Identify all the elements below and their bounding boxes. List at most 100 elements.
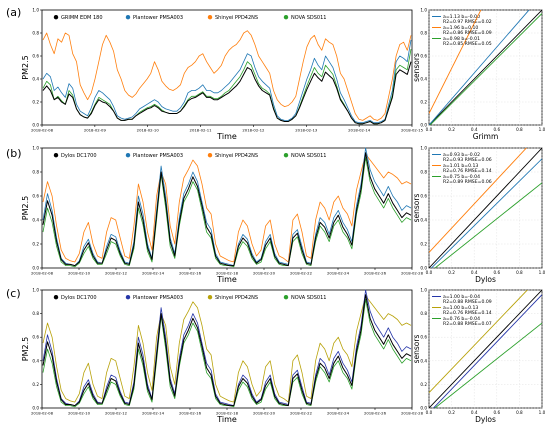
x-axis-label: Dylos [475,275,496,284]
x-tick-label: 2018-02-10 [68,411,91,416]
x-tick-label: 0.6 [493,410,500,415]
y-tick-label: 0.8 [32,170,39,175]
y-axis-label: PM2.5 [21,196,30,220]
x-tick-label: 2018-02-16 [179,411,202,416]
y-tick-label: 0.0 [32,266,39,271]
fit-stats-line: a=0.98 b=-0.01 [443,36,480,42]
y-tick-label: 0.4 [420,358,427,363]
legend-marker [125,295,131,300]
legend-label: NOVA SDS011 [291,15,326,21]
y-tick-label: 0.0 [420,123,427,128]
fit-line [429,10,530,125]
y-tick-label: 0.6 [420,54,427,59]
y-tick-label: 0.8 [420,170,427,175]
x-tick-label: 2018-02-26 [364,271,387,276]
y-tick-label: 0.6 [420,335,427,340]
y-tick-label: 0.0 [420,406,427,411]
y-tick-label: 0.4 [32,77,39,82]
fit-stats-line: R2=0.76 RMSE=0.14 [443,168,492,174]
x-tick-label: 0.6 [493,270,500,275]
legend-marker [53,15,59,20]
x-tick-label: 2018-02-28 [401,271,424,276]
y-tick-label: 0.4 [32,218,39,223]
series-line [42,295,412,403]
legend-marker [53,153,59,158]
x-tick-label: 0.8 [516,127,523,132]
y-tick-label: 0.6 [32,54,39,59]
y-axis-label: PM2.5 [21,55,30,79]
y-axis-label: sensors [412,194,421,223]
x-tick-label: 1.0 [539,410,546,415]
fit-line [434,322,542,408]
fit-line [430,158,542,268]
legend-marker [207,15,213,20]
legend-label: GRIMM EDM 180 [61,15,103,21]
legend-label: Plantower PMSA003 [133,295,183,301]
y-tick-label: 0.6 [420,194,427,199]
series-line [42,39,412,124]
x-tick-label: 0.0 [426,127,433,132]
y-tick-label: 0.8 [32,311,39,316]
series-line [42,152,412,267]
legend-label: NOVA SDS011 [291,295,326,301]
x-tick-label: 1.0 [539,127,546,132]
fit-line [429,10,482,114]
fit-stats-line: R2=0.88 RMSE=0.09 [443,299,492,305]
x-tick-label: 2018-02-18 [216,411,239,416]
x-axis-label: Time [216,132,237,141]
fit-line [434,182,542,268]
x-tick-label: 0.4 [471,127,478,132]
y-tick-label: 0.6 [32,194,39,199]
legend-marker [125,15,131,20]
x-tick-label: 2018-02-20 [253,411,276,416]
fit-line [429,290,528,393]
series-line [42,153,412,263]
x-tick-label: 0.6 [493,127,500,132]
x-tick-label: 2018-02-12 [105,271,128,276]
x-tick-label: 1.0 [539,270,546,275]
y-tick-label: 1.0 [420,288,427,293]
x-tick-label: 2018-02-26 [364,411,387,416]
y-tick-label: 0.4 [32,358,39,363]
fit-stats-line: a=0.76 b=-0.04 [443,316,480,322]
x-tick-label: 2018-02-18 [216,271,239,276]
y-tick-label: 0.0 [420,266,427,271]
legend-label: Dylos DC1700 [61,295,97,301]
legend-label: Shinyei PPD42NS [215,295,258,301]
y-axis-label: PM2.5 [21,337,30,361]
legend-label: Dylos DC1700 [61,153,97,159]
fit-stats-line: a=1.13 b=-0.00 [443,14,480,20]
legend-label: NOVA SDS011 [291,153,326,159]
x-tick-label: 2018-02-14 [348,128,371,133]
y-tick-label: 0.0 [32,406,39,411]
x-tick-label: 0.2 [448,270,455,275]
fit-stats-line: R2=0.76 RMSE=0.14 [443,310,492,316]
fit-stats-line: a=1.96 b=0.10 [443,25,478,31]
legend-marker [283,153,289,158]
fit-stats-line: R2=0.89 RMSE=0.06 [443,179,492,185]
x-tick-label: 2018-02-08 [31,128,54,133]
fit-line [429,13,542,125]
legend-marker [207,153,213,158]
y-tick-label: 0.8 [420,31,427,36]
fit-stats-line: a=0.75 b=-0.04 [443,174,480,180]
y-tick-label: 0.4 [420,77,427,82]
fit-stats-line: a=1.00 b=0.13 [443,305,478,311]
fit-stats-line: R2=0.85 RMSE=0.05 [443,41,492,47]
fit-line [432,294,542,408]
x-tick-label: 2018-02-24 [327,411,350,416]
x-tick-label: 2018-02-16 [179,271,202,276]
x-tick-label: 2018-02-11 [190,128,213,133]
x-tick-label: 0.8 [516,410,523,415]
plot-area [41,9,413,126]
legend-marker [125,153,131,158]
y-tick-label: 0.8 [420,311,427,316]
y-tick-label: 0.8 [32,31,39,36]
fit-stats-line: R2=0.86 RMSE=0.09 [443,30,492,36]
x-tick-label: 0.0 [426,410,433,415]
x-tick-label: 0.2 [448,127,455,132]
y-tick-label: 0.0 [32,123,39,128]
panel-label: (a) [6,6,21,19]
x-tick-label: 2018-02-14 [142,411,165,416]
y-tick-label: 1.0 [420,8,427,13]
